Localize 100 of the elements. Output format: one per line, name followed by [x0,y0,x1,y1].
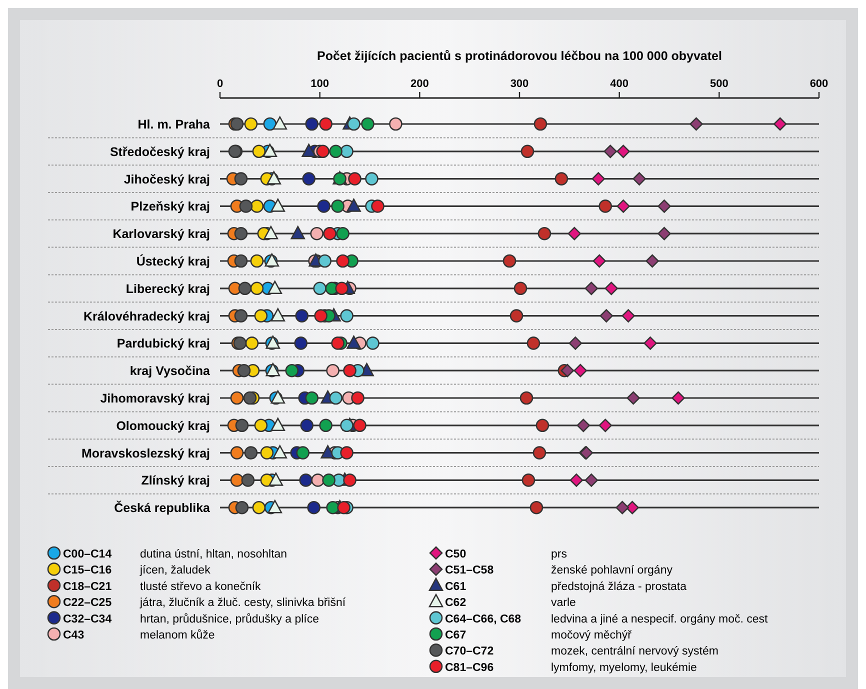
point [268,472,284,486]
point [254,418,268,432]
point [290,226,306,240]
point [270,308,286,322]
legend-label: C51–C58 [445,564,494,577]
legend-label: C70–C72 [445,646,494,658]
x-tick-label: 600 [810,78,828,90]
point [230,474,244,487]
point [514,282,528,296]
point [568,226,582,240]
x-axis-title: Počet žijících pacientů s protinádorovou léčbou na 100 000 obyvatel [317,49,722,63]
legend-label: C15–C16 [63,564,112,577]
point [299,474,313,487]
point [319,418,332,432]
point [302,172,316,186]
point [773,117,787,131]
point [250,200,264,213]
point [520,144,534,158]
legend-label: C81–C96 [445,662,494,674]
point [331,200,344,213]
point [266,171,282,184]
point [560,364,574,378]
text: dutina ústní, hltan, nosohltan [140,548,288,560]
point [690,117,703,131]
text: ledvina a jiné a nespecif. orgány moč. cest [551,613,769,626]
x-tick-label: 100 [310,78,330,90]
point [272,445,288,458]
y-tick-label: kraj Vysočina [130,364,212,378]
point [574,364,588,378]
point [632,172,646,186]
point [644,336,657,350]
point [305,391,318,405]
point [270,198,286,212]
point [592,172,606,186]
point [530,500,544,514]
point [329,391,342,405]
point [329,144,342,158]
point [346,198,361,212]
point [241,474,255,487]
point [576,418,590,432]
point [302,144,316,158]
point [389,117,402,131]
point [268,500,282,514]
y-tick-label: Středočeský kraj [110,144,210,159]
point [622,309,635,322]
point [554,172,568,186]
legend-label: C61 [445,580,467,593]
text: melanom kůže [140,628,215,642]
point [260,446,274,460]
point [239,200,253,213]
point [353,418,366,432]
legend-label: C64–C66, C68 [445,613,522,626]
legend-label: C50 [445,548,466,560]
point [536,418,550,432]
point [365,172,378,186]
point [520,391,534,405]
legend-label: C62 [445,597,466,610]
point [347,117,360,131]
point [322,474,336,487]
point [604,144,617,158]
point [316,144,330,158]
point [311,474,324,487]
point [250,254,264,268]
text: tlusté střevo a konečník [140,580,262,593]
point [250,282,264,296]
point [270,418,286,432]
point [366,336,380,350]
point [326,500,340,514]
text: lymfomy, myelomy, leukémie [551,662,697,674]
point [285,364,299,378]
point [237,364,251,378]
point [268,280,282,294]
point [343,364,356,378]
point [313,282,326,296]
point [340,418,354,432]
point [658,226,671,240]
text: prs [551,548,568,560]
point [348,172,362,186]
x-tick-label: 200 [410,78,429,90]
point [534,117,548,131]
point [300,418,314,432]
point [318,254,332,268]
legend-label: C43 [63,630,84,642]
point [320,445,335,458]
point [254,309,268,322]
point [234,226,248,240]
point [538,226,552,240]
point [337,500,350,514]
y-tick-label: Olomoucký kraj [116,418,210,433]
y-tick-label: Liberecký kraj [126,282,210,296]
point [296,446,310,460]
point [336,226,350,240]
text: varle [551,597,576,610]
point [317,200,330,213]
point [314,309,328,322]
text: močový měchýř [551,630,633,642]
y-tick-label: Moravskoslezský kraj [81,446,210,460]
legend-label: C18–C21 [63,580,112,593]
point [326,364,340,378]
point [604,282,618,296]
